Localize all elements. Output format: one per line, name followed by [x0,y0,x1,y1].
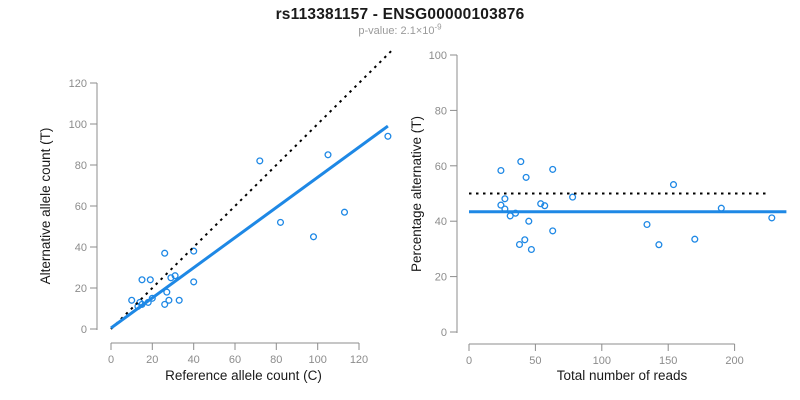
y-tick-label: 80 [435,105,447,117]
data-point [190,278,198,286]
right-x-axis-title: Total number of reads [556,368,688,383]
x-tick-label: 50 [529,355,541,367]
data-point [161,300,169,308]
data-point [549,165,557,173]
data-point [569,193,577,201]
data-point [138,276,146,284]
y-tick-label: 0 [81,324,87,336]
x-tick-label: 60 [229,354,241,366]
data-point [171,272,179,280]
data-point [501,195,509,203]
data-point [517,158,525,166]
data-point [669,181,678,189]
data-point [541,202,549,210]
data-point [340,208,349,216]
data-point [190,247,198,255]
y-tick-label: 100 [69,119,87,131]
fit-line [110,124,389,330]
data-point [521,236,529,244]
data-point [146,276,154,284]
data-point [256,157,264,165]
x-tick-label: 120 [350,354,368,366]
y-tick-label: 80 [75,160,87,172]
data-point [497,201,505,209]
x-tick-label: 40 [188,354,200,366]
data-point [691,235,699,243]
x-tick-label: 0 [466,355,472,367]
data-point [175,296,183,304]
identity-line [110,49,393,330]
data-point [717,204,725,212]
y-tick-label: 120 [69,78,87,90]
data-point [161,249,169,257]
data-point [163,288,171,296]
x-tick-label: 20 [146,354,158,366]
left-y-axis-title: Alternative allele count (T) [38,127,53,285]
x-tick-label: 200 [725,355,743,367]
data-point [165,296,173,304]
figure-title: rs113381157 - ENSG00000103876 [275,6,525,23]
figure-subtitle: p-value: 2.1×10-9 [0,22,800,37]
y-tick-label: 40 [75,242,87,254]
data-point [549,227,557,235]
data-point [522,173,530,181]
data-point [128,296,136,304]
x-tick-label: 100 [309,354,327,366]
data-point [537,200,545,208]
x-tick-label: 150 [659,355,677,367]
data-point [527,245,535,254]
data-point [515,240,524,249]
data-point [276,218,285,226]
y-tick-label: 40 [435,216,447,228]
y-tick-label: 20 [75,283,87,295]
data-point [384,132,392,140]
right-y-axis-title: Percentage alternative (T) [409,115,424,273]
data-point [643,220,651,229]
data-point [655,241,663,249]
x-tick-label: 0 [108,354,114,366]
y-tick-label: 60 [435,161,447,173]
data-point [497,166,505,175]
p-value-text: p-value: 2.1×10 [358,25,435,37]
y-tick-label: 0 [441,327,447,339]
data-point [309,233,318,241]
p-value-exponent: -9 [434,22,442,32]
data-point [768,214,776,222]
y-tick-label: 100 [429,50,447,62]
y-tick-label: 60 [75,201,87,213]
data-point [324,151,332,159]
x-tick-label: 100 [593,355,611,367]
left-x-axis-title: Reference allele count (C) [165,368,322,383]
y-tick-label: 20 [435,272,447,284]
x-tick-label: 80 [270,354,282,366]
data-point [525,217,533,225]
